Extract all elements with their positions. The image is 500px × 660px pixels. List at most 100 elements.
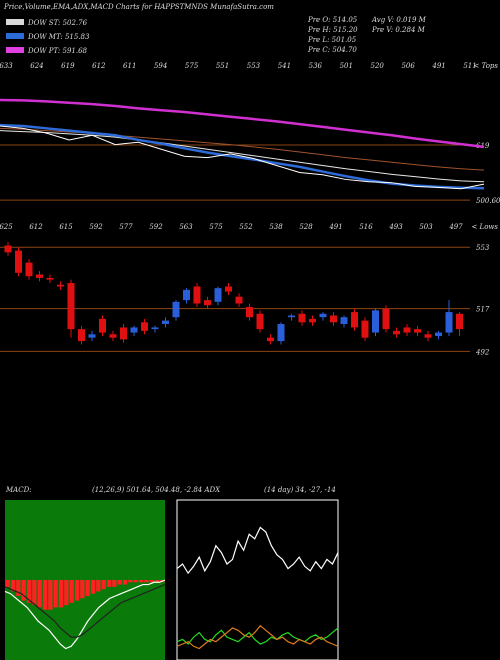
peak-label: 553: [247, 62, 261, 70]
histogram-bar: [138, 580, 144, 583]
peak-label: 575: [185, 62, 199, 70]
peak-label: 511: [463, 62, 476, 70]
candle-body: [183, 289, 190, 301]
candle-body: [298, 313, 306, 323]
adx-panel: [176, 499, 339, 660]
line-series: [176, 526, 339, 575]
line-series: [4, 584, 166, 638]
candle-body: [435, 332, 442, 336]
legend-label: DOW MT: 515.83: [27, 33, 90, 41]
histogram-bar: [10, 580, 16, 592]
histogram-bar: [149, 580, 154, 583]
legend-swatch: [6, 19, 24, 25]
peak-label: 520: [371, 62, 385, 70]
legend-label: DOW ST: 502.76: [27, 19, 88, 27]
line-series: [4, 579, 166, 650]
histogram-bar: [58, 580, 64, 608]
line-series: [0, 98, 485, 149]
histogram-bar: [117, 580, 122, 585]
corner-label: < Tops: [473, 62, 498, 70]
candle-body: [151, 327, 159, 330]
histogram-bar: [69, 580, 74, 603]
line-series: [0, 125, 485, 190]
info-text: Pre C: 504.70: [307, 46, 357, 54]
candle-body: [36, 274, 43, 278]
peak-label: 528: [299, 223, 313, 231]
peak-label: 624: [30, 62, 43, 70]
histogram-bar: [85, 580, 90, 596]
candle-body: [235, 296, 243, 304]
candle-body: [57, 284, 64, 287]
candle-body: [15, 250, 22, 273]
histogram-bar: [154, 580, 160, 583]
candle-body: [46, 277, 54, 280]
peak-label: 592: [149, 223, 163, 231]
candle-body: [99, 318, 106, 333]
candle-body: [172, 301, 180, 318]
candle-body: [351, 312, 358, 328]
peak-label: 615: [59, 223, 73, 231]
macd-params: (12,26,9) 501.64, 504.48, -2.84 ADX: [92, 486, 221, 494]
peak-label: 491: [431, 62, 445, 70]
peak-label: 551: [216, 62, 229, 70]
candle-body: [403, 327, 411, 333]
candle-body: [193, 286, 201, 304]
line-series: [176, 624, 339, 650]
candle-body: [120, 327, 127, 340]
peak-label: 619: [61, 62, 75, 70]
peak-label: 536: [309, 62, 323, 70]
info-text: Pre H: 515.20: [307, 26, 358, 34]
peak-label: 552: [239, 223, 253, 231]
candle-body: [319, 313, 327, 318]
peak-label: 633: [0, 62, 13, 70]
candle-body: [25, 262, 33, 277]
peak-label: 541: [278, 62, 291, 70]
candle-body: [109, 334, 117, 338]
candle-body: [445, 312, 453, 333]
candle-body: [246, 306, 253, 318]
candle-body: [162, 320, 169, 325]
candle-body: [204, 300, 211, 306]
candle-body: [393, 330, 400, 335]
peak-label: 516: [359, 223, 373, 231]
peak-label: 493: [388, 223, 403, 231]
histogram-bar: [112, 580, 117, 587]
peak-label: 625: [0, 223, 13, 231]
histogram-bar: [21, 580, 26, 601]
info-text: Avg V: 0.019 M: [371, 16, 427, 24]
histogram-bar: [74, 580, 80, 601]
histogram-bar: [133, 580, 138, 583]
corner-label: < Lows: [471, 223, 498, 231]
histogram-bar: [16, 580, 21, 596]
candle-body: [340, 317, 348, 325]
histogram-bar: [37, 580, 42, 608]
histogram-bar: [101, 580, 106, 590]
level-label: 500.60: [476, 197, 500, 205]
candle-body: [225, 286, 232, 292]
candle-body: [361, 320, 369, 338]
peak-label: 575: [209, 223, 223, 231]
histogram-bar: [53, 580, 58, 608]
peak-label: 497: [448, 223, 463, 231]
info-text: Pre L: 501.05: [307, 36, 357, 44]
peak-label: 503: [419, 223, 433, 231]
histogram-bar: [26, 580, 32, 603]
histogram-bar: [32, 580, 37, 606]
histogram-bar: [128, 580, 133, 583]
info-text: Pre O: 514.05: [307, 16, 358, 24]
legend-swatch: [6, 33, 24, 39]
peak-label: 491: [328, 223, 342, 231]
candle-body: [382, 308, 390, 330]
candle-body: [141, 322, 148, 331]
candle-body: [277, 324, 285, 342]
adx-params: (14 day) 34, -27, -14: [264, 486, 336, 494]
peak-label: 577: [119, 223, 133, 231]
histogram-bar: [144, 580, 149, 583]
peak-label: 563: [179, 223, 193, 231]
histogram-bar: [80, 580, 85, 599]
histogram-bar: [106, 580, 112, 587]
peak-label: 501: [340, 62, 353, 70]
line-series: [0, 130, 485, 183]
histogram-bar: [122, 580, 128, 585]
